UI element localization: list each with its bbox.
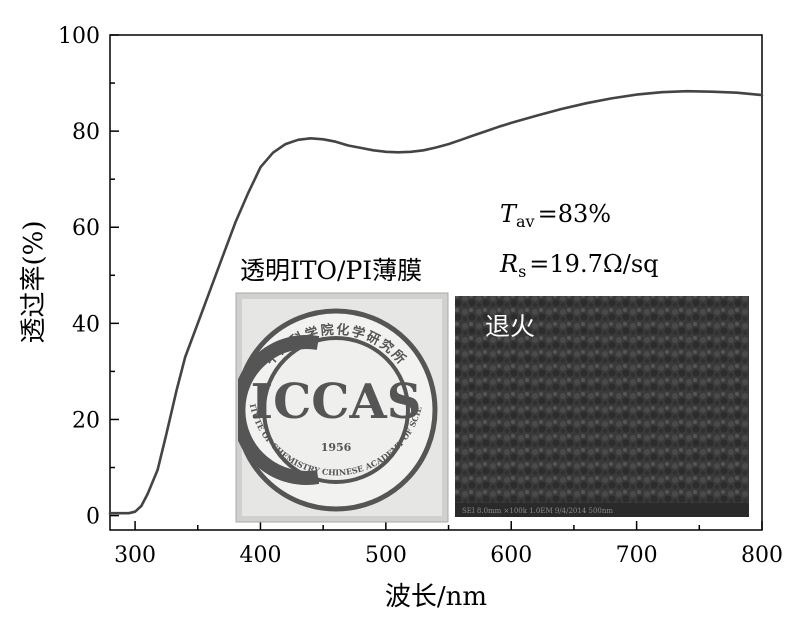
film-photo-inset: ICCAS 1956 中国科学院化学研究所 INSTITUTE OF CHEMI…	[235, 292, 449, 523]
y-axis-title: 透过率(%)	[19, 221, 49, 344]
y-tick-label: 0	[86, 505, 100, 530]
y-tick-label: 80	[72, 120, 100, 145]
transmittance-curve	[108, 89, 764, 515]
y-tick-label: 60	[72, 216, 100, 241]
axis-ticks: 300 400 500 600 700 800 0 20 40 60 80 100	[58, 24, 783, 568]
sem-footer: SEI 8.0mm ×100k 1.0EM 9/4/2014 500nm	[462, 507, 613, 515]
iccas-logo: ICCAS 1956 中国科学院化学研究所 INSTITUTE OF CHEMI…	[238, 295, 438, 512]
logo-year: 1956	[321, 441, 352, 454]
x-tick-label: 500	[365, 543, 407, 568]
logo-acronym: ICCAS	[251, 374, 422, 430]
plot-frame	[109, 34, 763, 531]
y-tick-label: 100	[58, 24, 100, 49]
sem-label: 退火	[485, 312, 535, 341]
x-tick-label: 600	[490, 543, 532, 568]
x-tick-label: 800	[741, 543, 783, 568]
x-tick-label: 700	[616, 543, 658, 568]
sem-image-inset: SEI 8.0mm ×100k 1.0EM 9/4/2014 500nm 退火	[455, 296, 749, 517]
x-tick-label: 300	[114, 543, 156, 568]
film-photo-title: 透明ITO/PI薄膜	[240, 256, 422, 285]
x-tick-label: 400	[239, 543, 281, 568]
sheet-resistance-annotation: Rs =19.7Ω/sq	[499, 250, 659, 281]
x-axis-title: 波长/nm	[385, 582, 487, 612]
y-tick-label: 20	[72, 408, 100, 433]
average-transmittance-annotation: Tav =83%	[500, 200, 611, 231]
y-tick-label: 40	[72, 312, 100, 337]
